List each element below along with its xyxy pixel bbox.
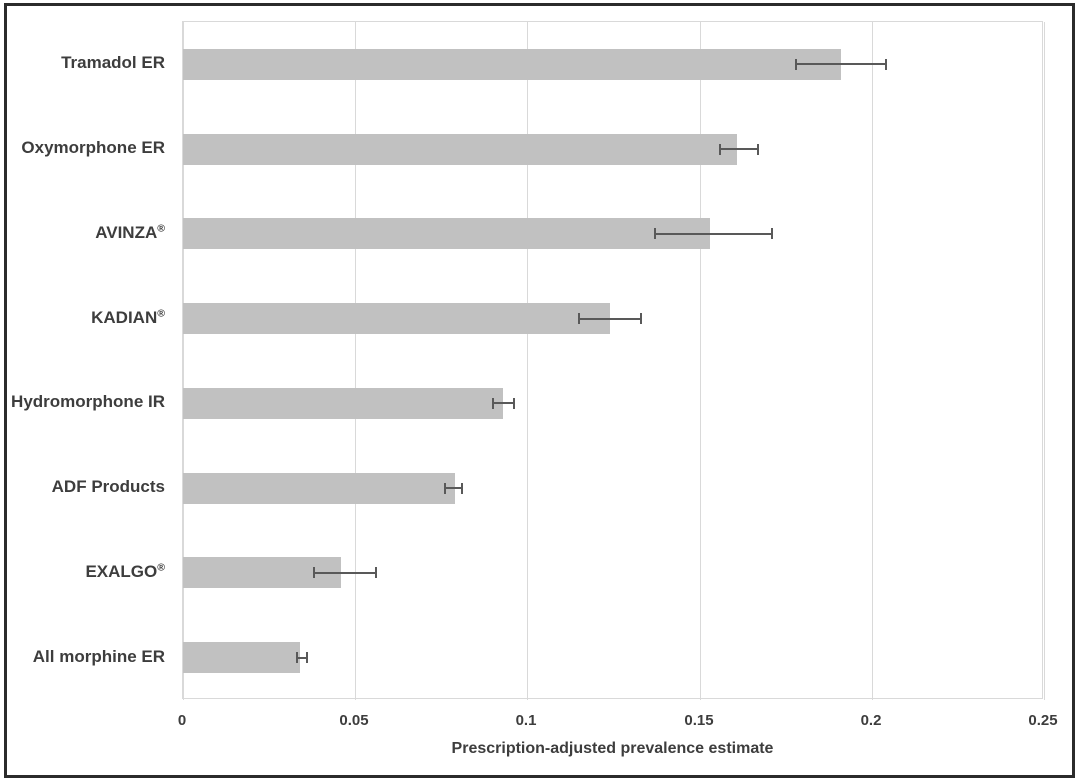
plot-area <box>182 21 1045 700</box>
error-bar-line <box>579 318 641 320</box>
error-bar-cap <box>640 313 642 324</box>
error-bar-cap <box>375 567 377 578</box>
category-label: Hydromorphone IR <box>11 392 165 411</box>
category-label: KADIAN® <box>91 307 165 327</box>
error-bar-cap <box>444 483 446 494</box>
error-bar-line <box>796 63 886 65</box>
category-label: Oxymorphone ER <box>21 138 165 157</box>
error-bar-line <box>655 233 772 235</box>
x-tick-label: 0.1 <box>515 712 537 729</box>
error-bar-cap <box>492 398 494 409</box>
bar <box>183 218 710 249</box>
error-bar-cap <box>885 59 887 70</box>
x-tick-label: 0.05 <box>339 712 369 729</box>
bar <box>183 134 737 165</box>
x-tick-label: 0 <box>177 712 187 729</box>
error-bar-line <box>445 487 462 489</box>
error-bar-line <box>493 402 514 404</box>
gridline <box>1044 22 1045 700</box>
category-label: ADF Products <box>51 477 165 496</box>
category-label: Tramadol ER <box>61 53 165 72</box>
error-bar-cap <box>306 652 308 663</box>
bar <box>183 49 841 80</box>
registered-trademark-symbol: ® <box>157 222 165 235</box>
gridline <box>355 22 356 700</box>
registered-trademark-symbol: ® <box>157 307 165 320</box>
error-bar-cap <box>719 144 721 155</box>
error-bar-cap <box>757 144 759 155</box>
bar <box>183 473 455 504</box>
category-label: All morphine ER <box>32 647 165 666</box>
figure-border <box>4 3 1075 778</box>
gridline <box>872 22 873 700</box>
error-bar-cap <box>296 652 298 663</box>
x-tick-label: 0.15 <box>684 712 714 729</box>
error-bar-cap <box>578 313 580 324</box>
gridline <box>183 22 184 700</box>
x-tick-label: 0.25 <box>1028 712 1058 729</box>
error-bar-cap <box>771 228 773 239</box>
category-label: AVINZA® <box>95 222 165 242</box>
gridline <box>700 22 701 700</box>
bar <box>183 642 300 673</box>
error-bar-cap <box>795 59 797 70</box>
category-label: EXALGO® <box>85 561 165 581</box>
x-axis-title: Prescription-adjusted prevalence estimat… <box>451 740 774 757</box>
error-bar-line <box>314 572 376 574</box>
bar <box>183 388 503 419</box>
gridline <box>527 22 528 700</box>
error-bar-line <box>720 148 758 150</box>
error-bar-cap <box>313 567 315 578</box>
error-bar-cap <box>654 228 656 239</box>
bar <box>183 303 610 334</box>
x-tick-label: 0.2 <box>860 712 882 729</box>
error-bar-line <box>297 657 307 659</box>
error-bar-cap <box>461 483 463 494</box>
registered-trademark-symbol: ® <box>157 561 165 574</box>
error-bar-cap <box>513 398 515 409</box>
